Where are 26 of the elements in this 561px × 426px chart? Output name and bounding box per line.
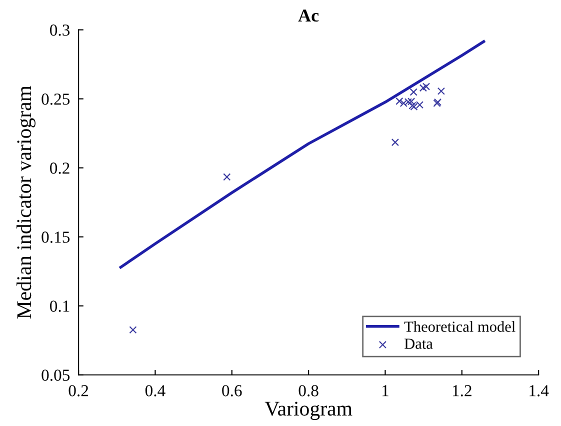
point [223,173,231,181]
x-tick-label: 0.4 [145,385,166,396]
point [437,87,445,95]
x-tick-label: 0.2 [68,385,88,396]
point [419,84,427,92]
y-tick-label: 0.2 [50,162,70,174]
chart-title: Ac [298,10,319,22]
legend-label: Theoretical model [404,321,516,332]
line-series [119,40,486,269]
y-tick-label: 0.05 [42,370,70,381]
point [129,326,137,334]
point [422,82,430,90]
x-tick-label: 1.4 [530,385,549,396]
x-tick-label: 1 [382,385,388,396]
x-tick-label: 1.2 [452,385,472,396]
x-tick-label: 0.8 [298,385,318,396]
y-tick-label: 0.25 [42,94,70,105]
x-axis-title: Variogram [264,402,352,420]
point [391,138,399,146]
y-tick-label: 0.15 [42,232,70,243]
y-tick-label: 0.1 [50,300,70,312]
point [410,88,418,96]
legend-label: Data [404,338,433,349]
x-tick-label: 0.6 [222,385,242,396]
y-tick-label: 0.3 [50,24,70,36]
y-axis-title: Median indicator variogram [16,86,36,319]
